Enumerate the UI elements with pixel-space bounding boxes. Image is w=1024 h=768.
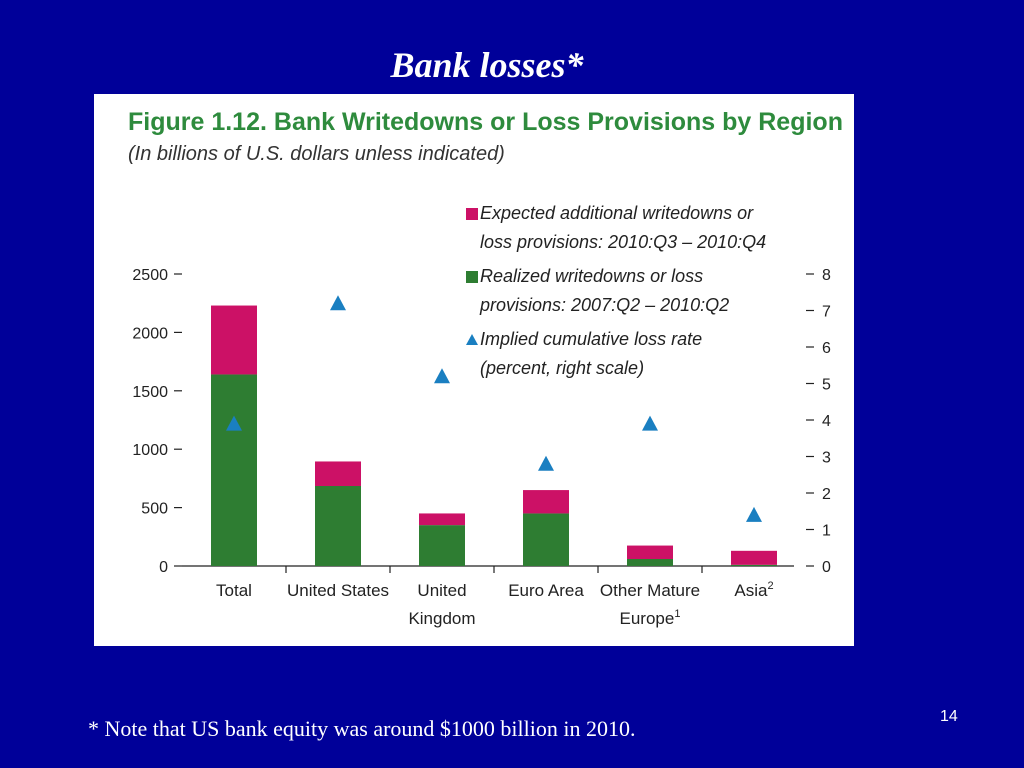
y-left-tick-label: 2500 <box>132 267 168 284</box>
category-label: United <box>417 581 466 600</box>
bar-realized <box>523 513 569 566</box>
legend-swatch-loss-rate <box>466 334 478 345</box>
y-right-tick-label: 2 <box>822 486 831 503</box>
y-right-tick-label: 4 <box>822 413 831 430</box>
legend-label: Expected additional writedowns or <box>480 203 754 223</box>
legend-label: Realized writedowns or loss <box>480 266 703 286</box>
legend-swatch-realized <box>466 271 478 283</box>
category-label: Total <box>216 581 252 600</box>
chart-title: Figure 1.12. Bank Writedowns or Loss Pro… <box>128 108 843 136</box>
bar-expected <box>523 490 569 514</box>
y-right-tick-label: 8 <box>822 267 831 284</box>
y-right-tick-label: 7 <box>822 304 831 321</box>
category-label: Asia2 <box>734 580 773 600</box>
bar-expected <box>419 513 465 526</box>
y-left-tick-label: 0 <box>159 559 168 576</box>
loss-rate-marker <box>434 368 450 384</box>
loss-rate-marker <box>226 415 242 431</box>
category-label: Euro Area <box>508 581 584 600</box>
category-label-line2: Europe1 <box>620 608 681 628</box>
page-number: 14 <box>940 708 958 725</box>
loss-rate-marker <box>746 506 762 522</box>
legend-label: provisions: 2007:Q2 – 2010:Q2 <box>479 295 729 315</box>
bar-realized <box>627 558 673 566</box>
legend-swatch-expected <box>466 208 478 220</box>
bar-expected <box>211 305 257 375</box>
bar-realized <box>419 525 465 566</box>
bank-losses-chart: Figure 1.12. Bank Writedowns or Loss Pro… <box>128 108 843 628</box>
category-label: United States <box>287 581 389 600</box>
bar-expected <box>627 545 673 559</box>
y-left-tick-label: 1000 <box>132 442 168 459</box>
figure-panel: Figure 1.12. Bank Writedowns or Loss Pro… <box>94 94 854 646</box>
bar-realized <box>211 374 257 566</box>
loss-rate-marker <box>538 455 554 471</box>
loss-rate-marker <box>642 415 658 431</box>
y-right-tick-label: 0 <box>822 559 831 576</box>
legend-label: Implied cumulative loss rate <box>480 329 702 349</box>
bar-expected <box>315 461 361 486</box>
y-right-tick-label: 6 <box>822 340 831 357</box>
y-left-tick-label: 1500 <box>132 384 168 401</box>
bar-expected <box>731 550 777 565</box>
footnote: * Note that US bank equity was around $1… <box>88 716 636 741</box>
y-right-tick-label: 1 <box>822 523 831 540</box>
legend-label: (percent, right scale) <box>480 358 644 378</box>
y-left-tick-label: 500 <box>141 501 168 518</box>
legend-label: loss provisions: 2010:Q3 – 2010:Q4 <box>480 232 766 252</box>
category-label-line2: Kingdom <box>408 609 475 628</box>
y-right-tick-label: 3 <box>822 450 831 467</box>
bar-realized <box>731 564 777 566</box>
y-left-tick-label: 2000 <box>132 325 168 342</box>
loss-rate-marker <box>330 295 346 311</box>
category-label: Other Mature <box>600 581 700 600</box>
y-right-tick-label: 5 <box>822 377 831 394</box>
chart-subtitle: (In billions of U.S. dollars unless indi… <box>128 143 505 165</box>
slide-title: Bank losses* <box>390 45 584 85</box>
bar-realized <box>315 485 361 566</box>
